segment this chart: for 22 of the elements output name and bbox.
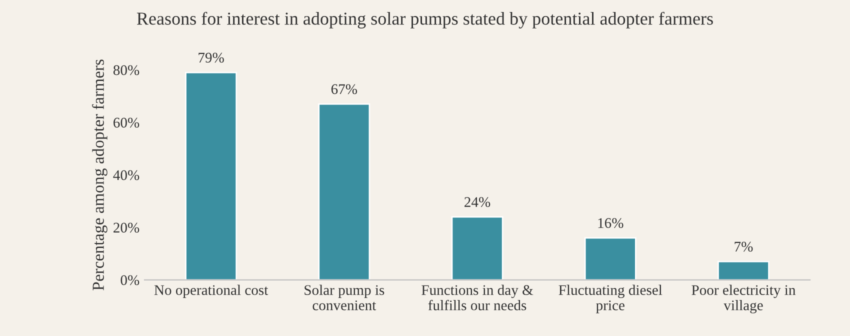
bar xyxy=(185,72,238,280)
data-label: 67% xyxy=(331,84,358,94)
x-tick-label: Fluctuating diesel price xyxy=(558,284,662,314)
bar xyxy=(318,103,370,280)
bar xyxy=(451,216,504,280)
x-tick-label: No operational cost xyxy=(154,284,268,298)
x-tick-label: Functions in day & fulfills our needs xyxy=(422,284,534,310)
data-label: 7% xyxy=(734,242,753,252)
x-tick-label: Poor electricity in village xyxy=(692,284,796,314)
data-label: 16% xyxy=(598,218,624,228)
y-tick-label: 80% xyxy=(113,65,140,76)
y-axis-title: Percentage among adopter farmers xyxy=(92,60,108,290)
bar xyxy=(718,260,770,280)
y-tick-label: 20% xyxy=(114,222,140,233)
data-label: 24% xyxy=(464,197,490,208)
chart-title: Reasons for interest in adopting solar pumps stated by potential adopter farmers xyxy=(136,12,713,28)
y-tick-label: 40% xyxy=(113,170,140,180)
x-tick-label: Solar pump is convenient xyxy=(304,284,384,310)
bar xyxy=(584,237,636,280)
y-tick-label: 60% xyxy=(114,118,140,128)
y-tick-label: 0% xyxy=(120,275,140,286)
data-label: 79% xyxy=(198,52,224,63)
